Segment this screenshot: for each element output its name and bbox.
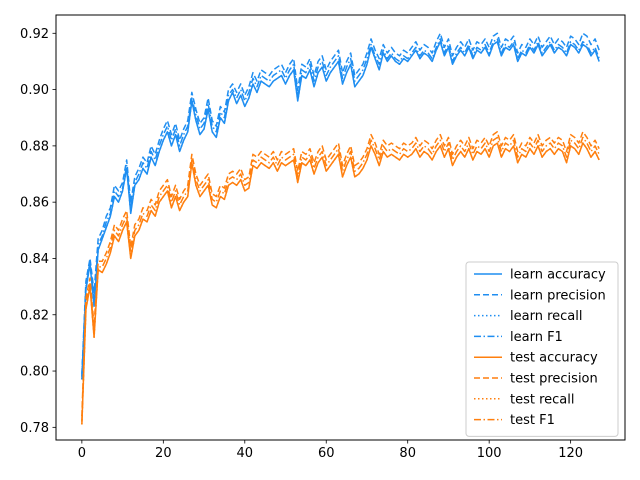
x-tick-label: 0	[78, 446, 86, 461]
series-line-learn-recall	[81, 40, 600, 380]
y-tick-label: 0.86	[20, 196, 49, 211]
series-line-learn-precision	[81, 32, 600, 374]
series-line-test-precision	[81, 131, 600, 417]
legend-label: learn precision	[510, 288, 606, 303]
legend-label: learn accuracy	[510, 268, 606, 283]
legend-label: test recall	[510, 392, 575, 407]
y-tick-label: 0.84	[20, 252, 49, 267]
y-axis: 0.78 0.80 0.82 0.84 0.86 0.88 0.90 0.92	[20, 27, 56, 436]
x-tick-label: 60	[318, 446, 335, 461]
legend-label: test precision	[510, 372, 598, 387]
x-tick-label: 40	[237, 446, 254, 461]
legend-label: learn recall	[510, 309, 582, 324]
series-line-learn-f1	[81, 38, 600, 377]
legend-label: test F1	[510, 413, 555, 428]
y-tick-label: 0.90	[20, 83, 49, 98]
y-tick-label: 0.80	[20, 365, 49, 380]
series-line-test-f1	[81, 136, 600, 422]
x-tick-label: 120	[558, 446, 583, 461]
x-tick-label: 80	[399, 446, 416, 461]
plot-lines	[81, 32, 600, 425]
y-tick-label: 0.78	[20, 421, 49, 436]
plot-frame	[55, 14, 626, 441]
y-tick-label: 0.88	[20, 139, 49, 154]
x-axis: 0 20 40 60 80 100 120	[78, 440, 583, 461]
x-tick-label: 100	[477, 446, 502, 461]
legend-label: test accuracy	[510, 351, 598, 366]
legend-label: learn F1	[510, 330, 563, 345]
legend-box	[465, 261, 619, 437]
series-line-test-accuracy	[81, 142, 600, 425]
legend: learn accuracy learn precision learn recal…	[465, 261, 619, 437]
y-tick-label: 0.92	[20, 27, 49, 42]
x-tick-label: 20	[155, 446, 172, 461]
y-tick-label: 0.82	[20, 308, 49, 323]
